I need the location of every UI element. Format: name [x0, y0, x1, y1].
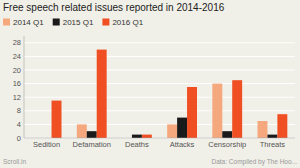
- legend-swatch: [3, 19, 10, 26]
- background: [0, 0, 300, 168]
- y-tick-label: 28: [13, 38, 21, 47]
- title: Free speech related issues reported in 2…: [3, 2, 225, 13]
- bar: [212, 84, 222, 138]
- y-tick-label: 0: [17, 134, 21, 143]
- x-tick-label: Sedition: [33, 140, 60, 149]
- x-tick-label: Threats: [260, 140, 286, 149]
- footer-note: Scroll.in: [3, 158, 27, 165]
- bar: [167, 124, 177, 138]
- chart: Free speech related issues reported in 2…: [0, 0, 300, 168]
- bar: [177, 118, 187, 138]
- legend: 2014 Q1 2015 Q1 2016 Q1: [3, 18, 144, 27]
- y-axis-line: [24, 36, 25, 138]
- grid-line: [24, 70, 295, 71]
- x-tick-label: Attacks: [170, 140, 195, 149]
- grid-line: [24, 42, 295, 43]
- x-axis-line: [24, 138, 295, 139]
- grid-line: [24, 138, 295, 139]
- bar: [97, 50, 107, 138]
- bars: [52, 50, 288, 138]
- legend-label: 2014 Q1: [13, 18, 44, 27]
- bar: [267, 135, 277, 138]
- y-tick-label: 4: [17, 120, 21, 129]
- y-axis: 0 4 8 12 16 20 24 28: [13, 36, 295, 143]
- bar: [142, 135, 152, 138]
- grid-line: [24, 124, 295, 125]
- x-axis: Sedition Defamation Deaths Attacks Censorshi…: [33, 140, 285, 149]
- grid-line: [24, 97, 295, 98]
- bar: [187, 87, 197, 138]
- legend-label: 2015 Q1: [63, 18, 94, 27]
- y-tick-label: 8: [17, 106, 21, 115]
- bar: [87, 131, 97, 138]
- legend-label: 2016 Q1: [112, 18, 143, 27]
- legend-swatch: [102, 19, 109, 26]
- legend-swatch: [53, 19, 60, 26]
- bar: [232, 80, 242, 138]
- footer-note: Data: Compiled by The Hoo...: [211, 158, 297, 166]
- bar: [258, 121, 268, 138]
- y-tick-label: 16: [13, 79, 21, 88]
- grid-line: [24, 110, 295, 111]
- bar: [222, 131, 232, 138]
- grid-line: [24, 83, 295, 84]
- y-tick-label: 12: [13, 93, 21, 102]
- bar: [52, 101, 62, 138]
- bar: [277, 114, 287, 138]
- x-tick-label: Deaths: [125, 140, 149, 149]
- y-tick-label: 24: [13, 52, 21, 61]
- x-tick-label: Censorship: [208, 140, 246, 149]
- bar: [77, 124, 87, 138]
- y-tick-label: 20: [13, 66, 21, 75]
- x-tick-label: Defamation: [73, 140, 111, 149]
- bar: [132, 135, 142, 138]
- grid-line: [24, 56, 295, 57]
